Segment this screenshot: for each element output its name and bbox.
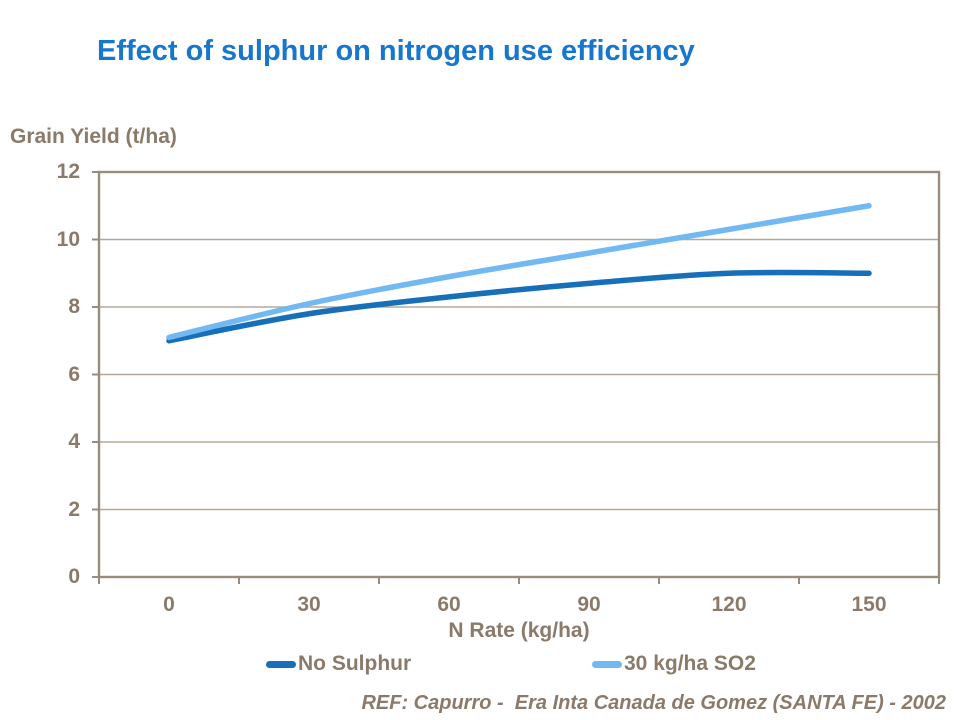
- legend-item-30-kg-ha-so2: 30 kg/ha SO2: [592, 652, 756, 676]
- series-line-no-sulphur: [166, 269, 872, 344]
- y-tick-label-10: 10: [56, 227, 80, 251]
- y-tick-label-4: 4: [68, 430, 80, 453]
- x-tick-label-30: 30: [297, 593, 321, 616]
- y-tick-label-6: 6: [68, 362, 80, 386]
- legend-swatch-30-kg-ha-so2: [592, 660, 622, 668]
- x-tick-label-60: 60: [437, 593, 461, 616]
- y-tick-label-8: 8: [68, 295, 80, 318]
- legend-label-30-kg-ha-so2: 30 kg/ha SO2: [624, 652, 756, 675]
- x-axis-title: N Rate (kg/ha): [448, 619, 590, 642]
- chart-title: Effect of sulphur on nitrogen use effici…: [97, 35, 695, 67]
- x-tick-label-0: 0: [163, 593, 175, 616]
- y-tick-label-2: 2: [68, 497, 80, 521]
- y-axis-title: Grain Yield (t/ha): [10, 125, 177, 148]
- legend-swatch-no-sulphur: [266, 660, 296, 668]
- legend-label-no-sulphur: No Sulphur: [298, 652, 412, 675]
- series-line-30-kg-ha-so2: [166, 203, 872, 341]
- legend-item-no-sulphur: No Sulphur: [266, 652, 411, 676]
- x-tick-label-120: 120: [711, 593, 747, 616]
- y-tick-label-12: 12: [56, 160, 80, 183]
- x-tick-label-90: 90: [577, 593, 601, 616]
- x-tick-label-150: 150: [851, 593, 887, 616]
- reference-text: REF: Capurro - Era Inta Canada de Gomez …: [361, 692, 946, 714]
- y-tick-label-0: 0: [68, 565, 80, 588]
